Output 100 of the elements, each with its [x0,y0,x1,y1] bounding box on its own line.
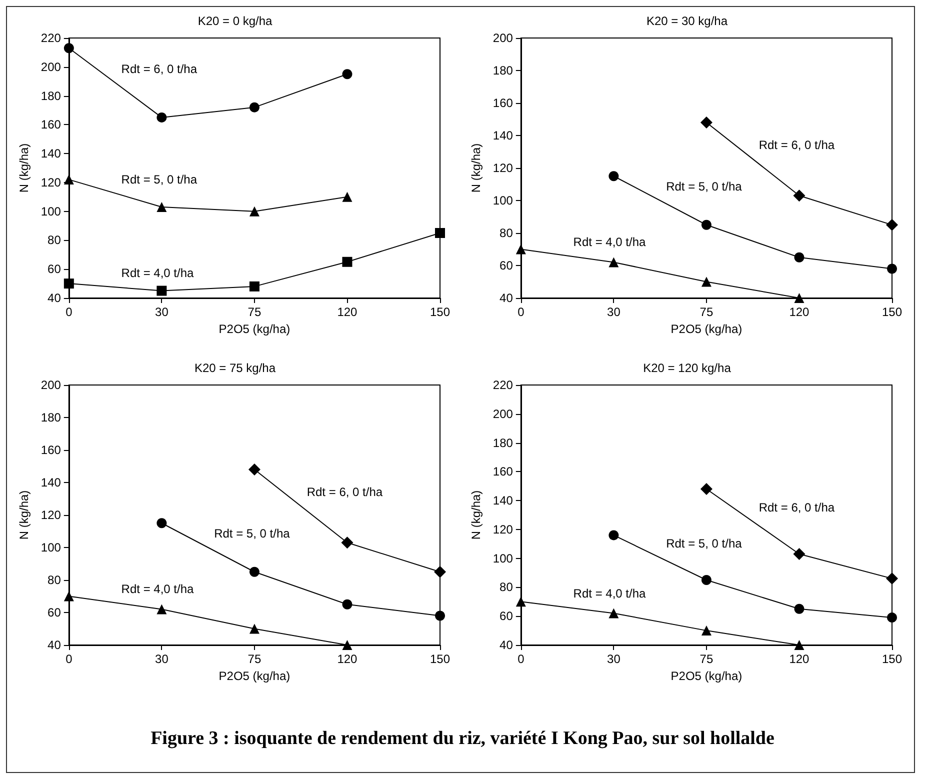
y-tick-label: 120 [40,508,62,522]
x-tick-label: 0 [518,305,525,319]
point [249,102,260,112]
series-label: Rdt = 5, 0 t/ha [214,526,290,540]
chart-title: K20 = 30 kg/ha [646,14,728,28]
x-tick-label: 150 [882,305,902,319]
point [156,518,167,528]
series-label: Rdt = 4,0 t/ha [121,582,194,596]
y-tick-label: 80 [500,226,514,240]
series-label: Rdt = 4,0 t/ha [573,586,646,600]
x-tick-label: 75 [700,652,714,666]
y-tick-label: 120 [492,161,514,175]
point [886,572,898,585]
series-label: Rdt = 6, 0 t/ha [121,62,198,76]
y-tick-label: 200 [492,406,514,421]
y-tick-label: 160 [492,96,514,110]
point [887,264,897,274]
y-tick-label: 40 [500,638,514,652]
y-tick-label: 140 [492,128,514,142]
y-tick-label: 220 [40,31,62,45]
point [342,256,352,267]
y-tick-label: 180 [492,436,514,450]
point [608,530,619,540]
point [64,174,74,185]
point [156,112,167,122]
y-tick-label: 100 [40,540,62,554]
point [434,566,446,578]
y-tick-label: 60 [500,609,514,624]
y-tick-label: 80 [48,233,62,248]
x-tick-label: 75 [248,305,262,319]
series-label: Rdt = 4,0 t/ha [573,234,646,249]
point [887,612,897,623]
x-tick-label: 150 [430,305,450,319]
series-label: Rdt = 5, 0 t/ha [121,172,198,186]
point [248,464,260,476]
x-tick-label: 0 [66,652,73,666]
point [794,640,804,650]
y-axis-title: N (kg/ha) [17,490,31,540]
x-tick-label: 120 [337,652,358,666]
series-label: Rdt = 6, 0 t/ha [758,500,835,514]
y-tick-label: 200 [40,378,62,392]
y-tick-label: 40 [48,291,62,305]
y-tick-label: 200 [492,31,514,45]
y-tick-label: 40 [500,291,514,305]
y-axis-title: N (kg/ha) [469,490,483,540]
point [701,575,712,585]
y-tick-label: 160 [492,464,514,479]
y-tick-label: 160 [40,443,62,457]
point [608,608,619,618]
x-tick-label: 150 [430,652,450,666]
point [794,252,804,262]
series-label: Rdt = 5, 0 t/ha [666,180,742,194]
point [793,190,806,202]
y-tick-label: 140 [492,494,514,508]
y-tick-label: 80 [48,573,62,587]
y-tick-label: 220 [492,378,514,392]
point [342,192,352,202]
point [249,624,260,634]
point [156,604,167,614]
series-label: Rdt = 5, 0 t/ha [666,536,742,551]
point [794,293,804,303]
y-tick-label: 100 [492,551,514,566]
point [342,69,352,80]
x-axis-title: P2O5 (kg/ha) [218,668,290,683]
point [64,278,74,289]
y-tick-label: 180 [40,410,62,424]
point [886,218,898,231]
point [249,566,260,577]
x-axis-title: P2O5 (kg/ha) [670,322,742,336]
point [342,599,352,610]
x-tick-label: 75 [248,652,262,666]
y-tick-label: 140 [40,476,62,490]
y-tick-label: 60 [500,258,514,272]
y-tick-label: 60 [48,606,62,620]
x-tick-label: 30 [155,305,169,319]
y-tick-label: 140 [40,146,62,161]
point [156,202,167,212]
series-label: Rdt = 4,0 t/ha [121,266,194,280]
x-tick-label: 0 [518,652,525,666]
x-tick-label: 120 [789,652,810,666]
y-tick-label: 160 [40,118,62,132]
x-tick-label: 30 [155,652,169,666]
y-tick-label: 180 [492,64,514,78]
point [794,604,804,614]
point [342,640,352,650]
x-tick-label: 0 [66,305,73,319]
y-tick-label: 60 [48,262,62,276]
point [341,536,354,549]
point [516,244,526,254]
y-tick-label: 120 [40,175,62,190]
point [608,257,619,268]
point [701,276,712,287]
point [700,483,712,495]
point [249,281,260,292]
caption: Figure 3 : isoquante de rendement du riz, variété I Kong Pao, sur sol hollalde [150,728,776,750]
point [700,116,712,128]
chart-title: K20 = 0 kg/ha [198,14,273,28]
y-tick-label: 200 [40,60,62,74]
chart-title: K20 = 75 kg/ha [194,361,276,375]
y-tick-label: 120 [492,522,514,536]
